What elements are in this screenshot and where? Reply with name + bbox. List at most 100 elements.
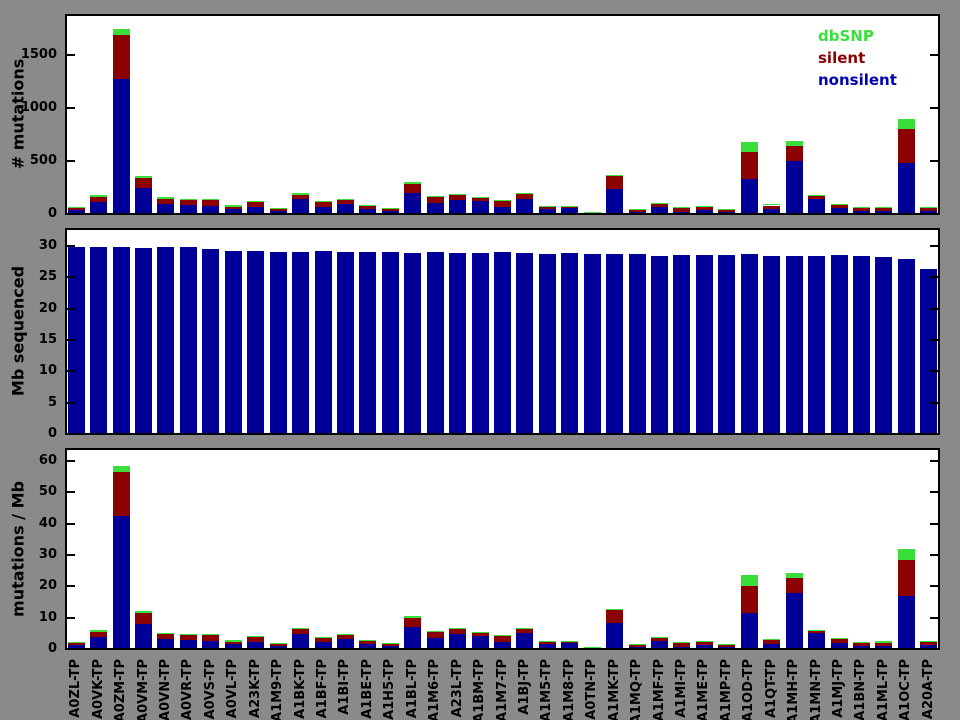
bar-segment-nonsilent (897, 163, 915, 215)
bar-segment-dbsnp (90, 629, 108, 633)
bar-segment-silent (269, 208, 287, 211)
bar-segment-silent (67, 642, 85, 645)
bar-segment-nonsilent (920, 645, 938, 650)
y-tick-mark (67, 54, 75, 57)
bar-segment-nonsilent (808, 199, 826, 215)
bar-segment-silent (606, 609, 624, 624)
bar-segment-nonsilent (314, 206, 332, 215)
bar-segment-dbsnp (247, 635, 265, 638)
bar-segment-dbsnp (314, 201, 332, 203)
x-tick-label: A0VM-TP (135, 659, 151, 720)
bar-segment-nonsilent (404, 192, 422, 215)
bar-segment-nonsilent (673, 646, 691, 650)
bar-segment-nonsilent (292, 633, 310, 650)
bar-segment-silent (628, 209, 646, 212)
x-tick-label: A1MF-TP (651, 659, 667, 720)
bar-segment-nonsilent (359, 208, 377, 215)
axes-box (65, 14, 940, 215)
bar-segment-dbsnp (179, 634, 197, 636)
bar-segment-mb-sequenced (90, 247, 108, 435)
bar-segment-dbsnp (202, 199, 220, 200)
bar-segment-nonsilent (202, 205, 220, 215)
y-tick-mark (67, 338, 75, 341)
bar-segment-mb-sequenced (830, 254, 848, 435)
bar-segment-dbsnp (157, 632, 175, 635)
panel-mb-sequenced (65, 228, 940, 435)
legend-item-nonsilent: nonsilent (818, 71, 897, 89)
bar-segment-silent (224, 641, 242, 645)
x-tick-label: A1MJ-TP (831, 659, 847, 718)
x-tick-label: A0VN-TP (157, 659, 173, 720)
y-tick-mark (930, 616, 938, 619)
y-tick-mark (930, 460, 938, 463)
bar-segment-nonsilent (651, 206, 669, 215)
bar-segment-silent (314, 637, 332, 642)
bar-segment-dbsnp (314, 636, 332, 638)
y-tick-label: 500 (29, 153, 57, 169)
bar-segment-dbsnp (224, 204, 242, 207)
bar-segment-nonsilent (292, 199, 310, 215)
bar-segment-silent (449, 194, 467, 200)
bar-segment-dbsnp (718, 209, 736, 210)
x-tick-label: A0VR-TP (180, 659, 196, 720)
x-tick-label: A1M8-TP (561, 659, 577, 720)
bar-segment-nonsilent (202, 640, 220, 650)
bar-segment-mb-sequenced (785, 256, 803, 435)
axes-box (65, 448, 940, 650)
y-tick-mark (930, 244, 938, 247)
bar-segment-nonsilent (763, 643, 781, 650)
y-tick-mark (67, 433, 75, 435)
bar-segment-silent (494, 200, 511, 207)
bar-segment-dbsnp (247, 200, 265, 203)
bar-segment-nonsilent (897, 595, 915, 650)
bar-segment-silent (314, 202, 332, 207)
bar-segment-nonsilent (561, 208, 579, 215)
bar-segment-nonsilent (179, 639, 197, 650)
bar-segment-mb-sequenced (494, 252, 511, 435)
bar-segment-dbsnp (67, 641, 85, 643)
bar-segment-mb-sequenced (897, 258, 915, 435)
bar-segment-dbsnp (157, 197, 175, 200)
bar-segment-dbsnp (224, 639, 242, 642)
bar-segment-nonsilent (516, 633, 534, 650)
bar-segment-silent (897, 129, 915, 164)
bar-segment-nonsilent (920, 210, 938, 215)
y-tick-label: 30 (38, 237, 57, 253)
bar-segment-nonsilent (359, 643, 377, 650)
bar-segment-silent (359, 640, 377, 644)
bar-segment-mb-sequenced (179, 247, 197, 435)
bar-segment-dbsnp (135, 175, 153, 179)
bar-segment-nonsilent (247, 206, 265, 215)
bar-segment-silent (897, 559, 915, 596)
x-tick-label: A23K-TP (247, 659, 263, 718)
bar-segment-nonsilent (135, 623, 153, 650)
bar-segment-dbsnp (651, 202, 669, 204)
bar-segment-silent (359, 205, 377, 209)
bar-segment-nonsilent (875, 210, 893, 215)
y-tick-mark (930, 338, 938, 341)
legend-item-silent: silent (818, 49, 866, 67)
bar-segment-nonsilent (628, 211, 646, 215)
bar-segment-dbsnp (404, 182, 422, 184)
bar-segment-dbsnp (202, 634, 220, 635)
bar-segment-nonsilent (269, 645, 287, 650)
bar-segment-mb-sequenced (875, 256, 893, 435)
bar-segment-dbsnp (269, 207, 287, 209)
bar-segment-silent (673, 642, 691, 647)
bar-segment-mb-sequenced (583, 253, 601, 435)
y-tick-mark (930, 160, 938, 163)
x-tick-label: A1ME-TP (696, 659, 712, 720)
bar-segment-silent (471, 632, 489, 637)
bar-segment-nonsilent (718, 212, 736, 215)
bar-segment-mb-sequenced (404, 253, 422, 435)
x-tick-label: A0ZM-TP (113, 659, 129, 720)
bar-segment-nonsilent (449, 199, 467, 215)
bar-segment-silent (538, 641, 556, 644)
bar-segment-silent (292, 194, 310, 200)
bar-segment-nonsilent (179, 204, 197, 215)
y-tick-label: 20 (38, 300, 57, 316)
x-tick-label: A1MQ-TP (629, 659, 645, 720)
x-tick-label: A23L-TP (449, 659, 465, 718)
bar-segment-dbsnp (471, 196, 489, 198)
bar-segment-mb-sequenced (157, 247, 175, 435)
